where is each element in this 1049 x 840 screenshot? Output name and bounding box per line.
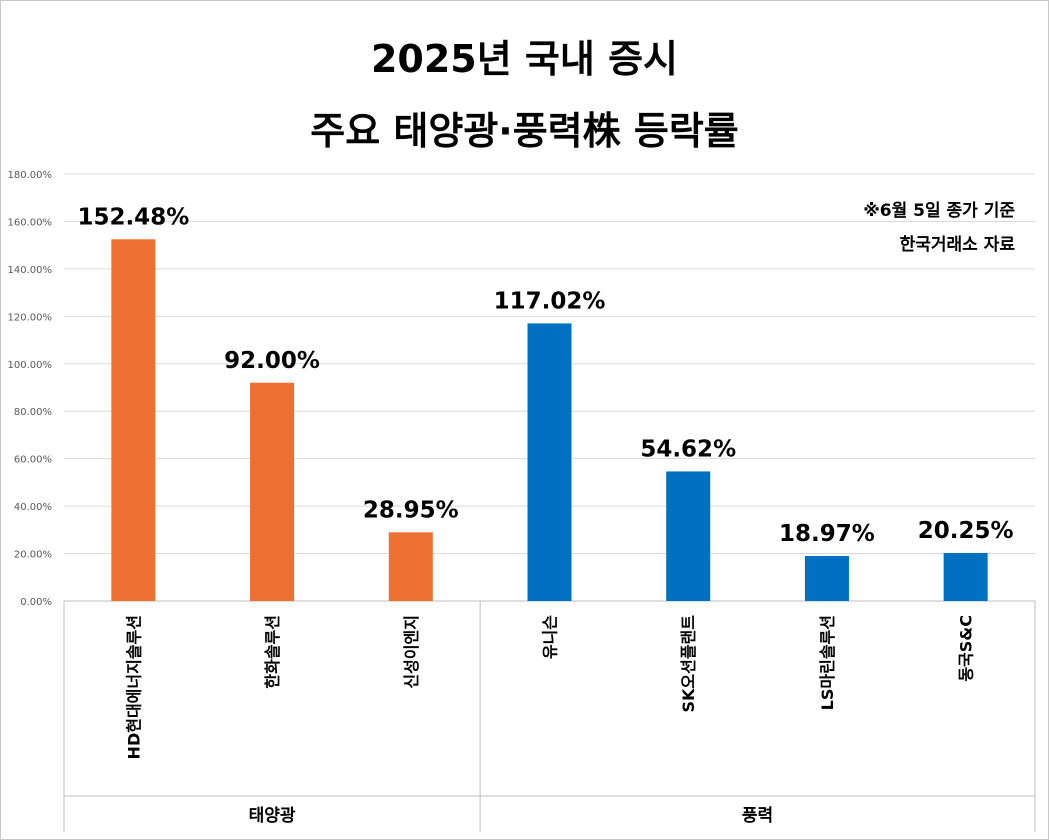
bar-4 xyxy=(527,323,572,601)
y-tick-label: 160.00% xyxy=(8,217,53,228)
category-label: 신성이엔지 xyxy=(402,615,421,689)
category-label: LS마린솔루션 xyxy=(818,615,837,710)
date-note: ※6월 5일 종가 기준 xyxy=(863,201,1015,221)
group-labels: 태양광 풍력 xyxy=(249,806,774,826)
y-tick-label: 180.00% xyxy=(8,170,53,181)
chart-title-line1: 2025년 국내 증시 xyxy=(370,37,679,81)
category-axis xyxy=(63,601,1036,832)
data-label: 20.25% xyxy=(918,518,1014,544)
category-label: 한화솔루션 xyxy=(263,615,282,689)
category-label: SK오션플랜트 xyxy=(679,615,698,713)
group-label: 태양광 xyxy=(249,806,296,826)
y-tick-label: 0.00% xyxy=(20,597,52,608)
y-tick-label: 20.00% xyxy=(14,550,52,561)
source-note: 한국거래소 자료 xyxy=(899,235,1015,255)
bar-1 xyxy=(111,239,156,601)
category-labels: HD현대에너지솔루션 한화솔루션 신성이엔지 유니슨 SK오션플랜트 LS마린솔루션 동국S… xyxy=(124,615,975,760)
y-tick-label: 60.00% xyxy=(14,455,52,466)
category-label: HD현대에너지솔루션 xyxy=(124,615,143,759)
bar-2 xyxy=(250,382,295,601)
data-label: 28.95% xyxy=(363,497,459,523)
data-label: 117.02% xyxy=(494,288,606,314)
bar-6 xyxy=(804,555,849,601)
y-tick-label: 100.00% xyxy=(8,360,53,371)
chart-title-line2: 주요 태양광·풍력株 등락률 xyxy=(310,109,739,153)
data-label: 92.00% xyxy=(224,348,320,374)
y-tick-label: 120.00% xyxy=(8,312,53,323)
data-label: 18.97% xyxy=(779,521,875,547)
y-tick-label: 40.00% xyxy=(14,502,52,513)
data-label: 54.62% xyxy=(640,436,736,462)
bars xyxy=(111,239,988,601)
data-label: 152.48% xyxy=(77,204,189,230)
category-label: 동국S&C xyxy=(957,615,976,682)
bar-3 xyxy=(388,532,433,601)
category-label: 유니슨 xyxy=(541,615,560,659)
data-labels: 152.48% 92.00% 28.95% 117.02% 54.62% 18.97% 20… xyxy=(77,204,1013,547)
y-axis-ticks: 0.00% 20.00% 40.00% 60.00% 80.00% 100.00% 120.… xyxy=(8,170,53,608)
group-label: 풍력 xyxy=(742,806,773,826)
bar-5 xyxy=(666,471,711,601)
bar-7 xyxy=(943,552,988,601)
y-tick-label: 80.00% xyxy=(14,407,52,418)
y-tick-label: 140.00% xyxy=(8,265,53,276)
